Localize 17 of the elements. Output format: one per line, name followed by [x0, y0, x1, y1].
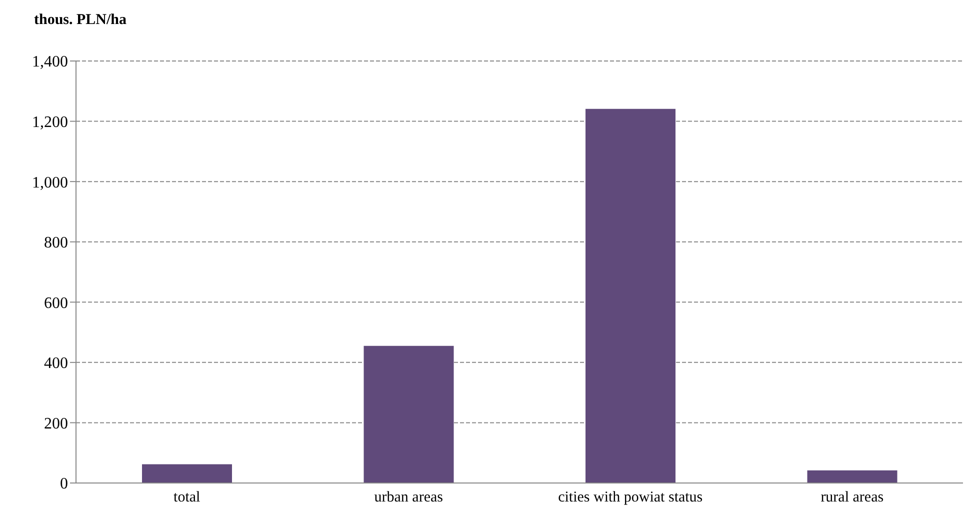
y-tick-label: 400: [44, 355, 68, 372]
x-tick-label: cities with powiat status: [558, 490, 703, 506]
y-tick-label: 1,000: [32, 174, 68, 192]
y-tick-label: 0: [60, 476, 68, 493]
bar: [142, 464, 232, 483]
bar: [807, 470, 898, 483]
y-tick-label: 600: [44, 294, 68, 312]
x-tick-label: rural areas: [820, 490, 884, 506]
bar: [586, 108, 676, 483]
bar: [364, 346, 454, 483]
y-axis-title: thous. PLN/ha: [34, 12, 127, 29]
x-tick-label: urban areas: [374, 490, 444, 506]
y-tick-label: 1,200: [32, 114, 68, 131]
y-tick-label: 800: [44, 234, 68, 252]
y-tick-label: 200: [44, 415, 68, 432]
y-tick-label: 1,400: [32, 54, 68, 71]
x-tick-label: total: [174, 490, 200, 506]
